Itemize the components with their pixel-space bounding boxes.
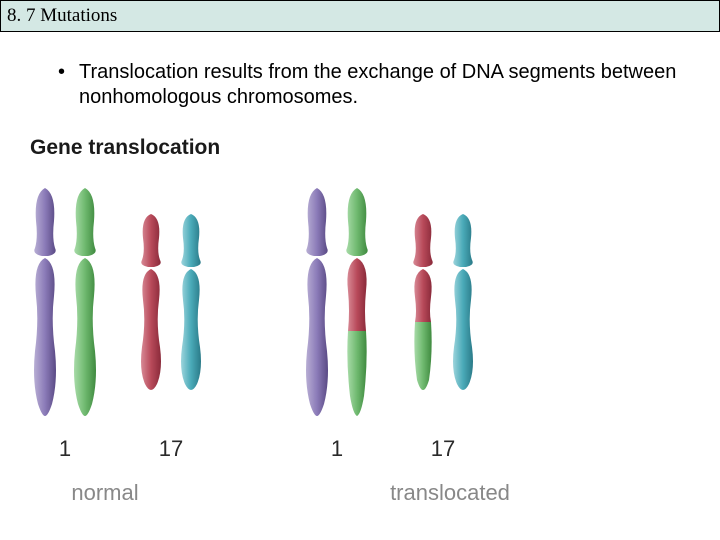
chromosome-row: 1 <box>30 182 690 462</box>
translocated-pair-17: 17 <box>408 182 478 462</box>
state-normal: normal <box>30 480 180 506</box>
bullet-mark: • <box>58 60 65 110</box>
state-translocated: translocated <box>360 480 540 506</box>
chromosome-1-purple-normal <box>30 186 60 418</box>
diagram-title: Gene translocation <box>30 136 690 160</box>
label-17-normal: 17 <box>159 436 183 462</box>
translocated-pair-1: 1 <box>302 182 372 462</box>
chromosome-17-red-green-trans <box>408 212 438 392</box>
chromosome-1-green-red-trans <box>342 186 372 418</box>
chromosome-17-teal-normal <box>176 212 206 392</box>
bullet-text: Translocation results from the exchange … <box>79 60 680 110</box>
chromosome-1-green-normal <box>70 186 100 418</box>
chromosome-17-red-normal <box>136 212 166 392</box>
header-title: 8. 7 Mutations <box>7 5 117 26</box>
label-17-trans: 17 <box>431 436 455 462</box>
slide-header: 8. 7 Mutations <box>0 0 720 32</box>
normal-pair-17: 17 <box>136 182 206 462</box>
bullet-item: • Translocation results from the exchang… <box>56 60 680 110</box>
label-1-normal: 1 <box>59 436 71 462</box>
content-area: • Translocation results from the exchang… <box>0 32 720 110</box>
chromosome-17-teal-trans <box>448 212 478 392</box>
label-1-trans: 1 <box>331 436 343 462</box>
chromosome-1-purple-trans <box>302 186 332 418</box>
diagram-area: Gene translocation <box>30 136 690 506</box>
normal-pair-1: 1 <box>30 182 100 462</box>
